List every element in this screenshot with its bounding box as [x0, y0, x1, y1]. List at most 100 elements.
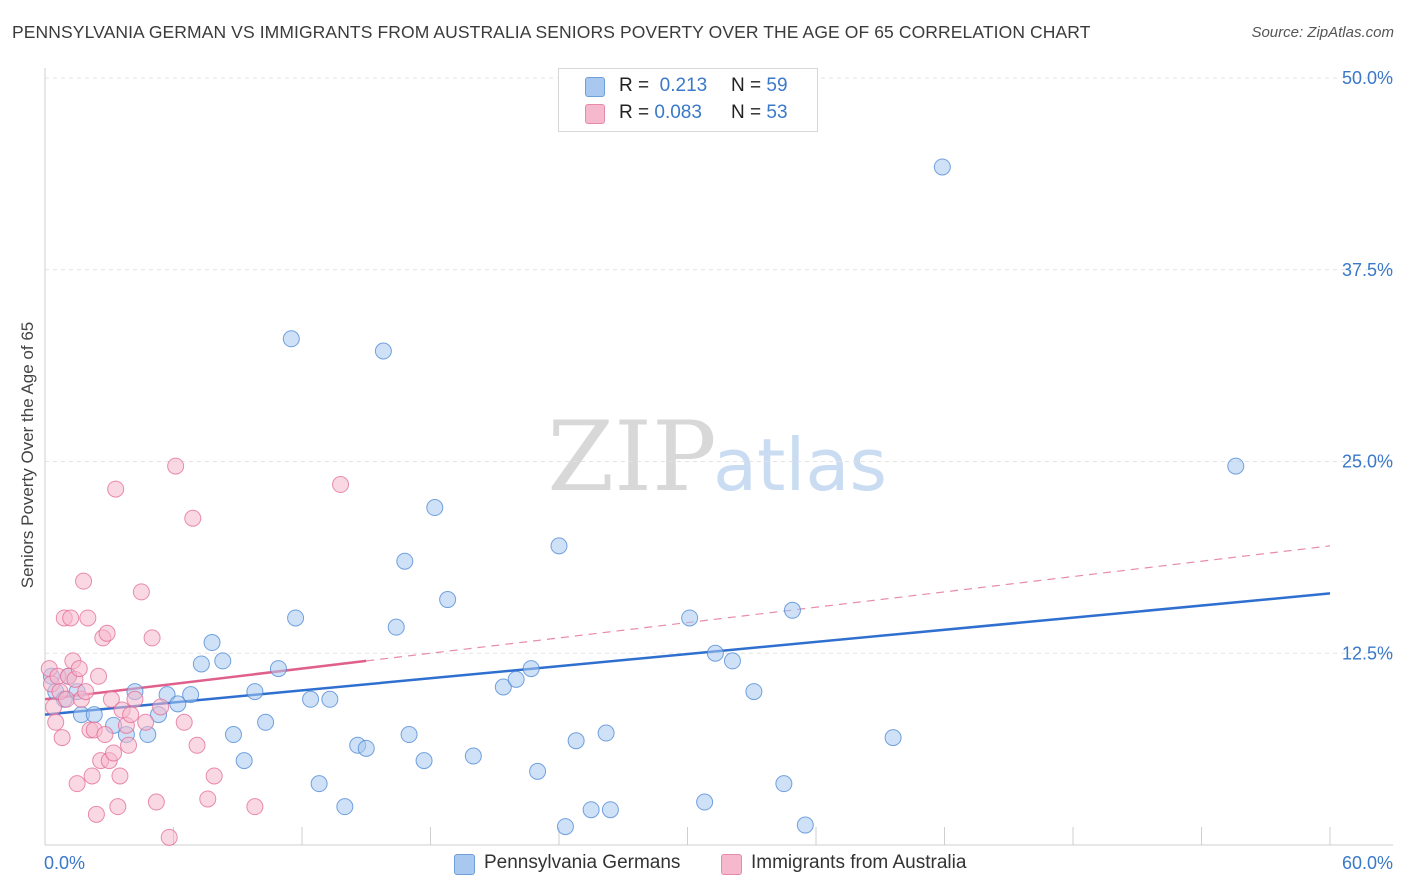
data-point-series-1 — [884, 729, 902, 747]
data-point-series-1 — [745, 683, 763, 701]
data-point-series-1 — [681, 609, 699, 627]
data-point-series-1 — [556, 818, 574, 836]
legend-swatch-blue — [454, 854, 475, 875]
n-value-2: 53 — [766, 102, 788, 123]
data-point-series-2 — [111, 767, 129, 785]
data-point-series-1 — [582, 801, 600, 819]
data-point-series-2 — [75, 572, 93, 590]
data-point-series-2 — [175, 713, 193, 731]
data-point-series-1 — [182, 686, 200, 704]
data-point-series-2 — [152, 698, 170, 716]
data-point-series-2 — [105, 744, 123, 762]
data-point-series-1 — [310, 775, 328, 793]
series-2-swatch — [585, 104, 605, 124]
data-point-series-1 — [357, 739, 375, 757]
data-point-series-1 — [257, 713, 275, 731]
data-point-series-1 — [302, 690, 320, 708]
data-point-series-2 — [184, 509, 202, 527]
data-point-series-1 — [374, 342, 392, 360]
data-point-series-1 — [706, 644, 724, 662]
r-value-1: 0.213 — [659, 75, 708, 96]
data-point-series-1 — [597, 724, 615, 742]
watermark-zip: ZIP — [547, 401, 716, 513]
data-point-series-1 — [387, 618, 405, 636]
series-1-swatch — [585, 77, 605, 97]
r-label-1: R = 0.213 — [619, 75, 708, 96]
data-point-series-1 — [214, 652, 232, 670]
data-point-series-2 — [102, 690, 120, 708]
data-point-series-1 — [723, 652, 741, 670]
data-point-series-2 — [83, 767, 101, 785]
data-point-series-2 — [53, 729, 71, 747]
data-point-series-2 — [147, 793, 165, 811]
y-tick-label: 50.0% — [1342, 68, 1393, 88]
data-point-series-2 — [79, 609, 97, 627]
data-point-series-2 — [57, 690, 75, 708]
data-point-series-2 — [62, 609, 80, 627]
data-point-series-1 — [282, 330, 300, 348]
data-point-series-2 — [188, 736, 206, 754]
data-point-series-2 — [87, 805, 105, 823]
data-point-series-1 — [235, 752, 253, 770]
legend-label-1: Pennsylvania Germans — [484, 852, 681, 873]
data-point-series-2 — [70, 660, 88, 678]
data-point-series-1 — [507, 670, 525, 688]
data-point-series-2 — [246, 798, 264, 816]
stats-legend: R = 0.213 N = 59 R = 0.083 N = 53 — [558, 68, 818, 132]
data-point-series-2 — [109, 798, 127, 816]
r-value-2: 0.083 — [654, 102, 702, 123]
data-point-series-1 — [933, 158, 951, 176]
data-point-series-1 — [169, 695, 187, 713]
data-point-series-1 — [400, 726, 418, 744]
x-tick-label-min: 0.0% — [44, 853, 85, 873]
data-point-series-2 — [68, 775, 86, 793]
data-point-series-2 — [205, 767, 223, 785]
data-point-series-1 — [796, 816, 814, 834]
data-point-series-1 — [567, 732, 585, 750]
data-point-series-1 — [426, 499, 444, 517]
data-point-series-2 — [143, 629, 161, 647]
data-point-series-1 — [396, 552, 414, 570]
data-point-series-1 — [336, 798, 354, 816]
data-point-series-1 — [224, 726, 242, 744]
data-point-series-1 — [1227, 457, 1245, 475]
data-point-series-2 — [90, 667, 108, 685]
data-point-series-2 — [98, 624, 116, 642]
data-point-series-1 — [321, 690, 339, 708]
data-point-series-1 — [287, 609, 305, 627]
y-tick-label: 25.0% — [1342, 452, 1393, 472]
data-point-series-2 — [167, 457, 185, 475]
data-point-series-1 — [246, 683, 264, 701]
data-point-series-1 — [529, 762, 547, 780]
chart-title: PENNSYLVANIA GERMAN VS IMMIGRANTS FROM A… — [12, 22, 1091, 42]
legend-label-2: Immigrants from Australia — [751, 852, 967, 873]
data-point-series-2 — [96, 726, 114, 744]
data-point-series-1 — [550, 537, 568, 555]
data-point-series-2 — [122, 706, 140, 724]
data-point-series-2 — [126, 690, 144, 708]
data-point-series-1 — [783, 601, 801, 619]
data-point-series-1 — [85, 706, 103, 724]
data-point-series-2 — [77, 683, 95, 701]
data-point-series-2 — [137, 713, 155, 731]
trend-line-series-2 — [44, 659, 367, 701]
data-point-series-2 — [107, 480, 125, 498]
data-point-series-2 — [47, 713, 65, 731]
data-point-series-1 — [522, 660, 540, 678]
y-tick-label: 37.5% — [1342, 260, 1393, 280]
data-point-series-1 — [464, 747, 482, 765]
watermark-atlas: atlas — [713, 423, 887, 507]
data-point-series-2 — [160, 828, 178, 846]
data-point-series-1 — [696, 793, 714, 811]
n-label-2: N = 53 — [731, 102, 788, 123]
data-point-series-2 — [120, 736, 138, 754]
data-point-series-2 — [199, 790, 217, 808]
data-point-series-2 — [332, 476, 350, 494]
n-value-1: 59 — [766, 75, 788, 96]
data-point-series-1 — [601, 801, 619, 819]
source-label: Source: ZipAtlas.com — [1251, 24, 1394, 41]
y-tick-label: 12.5% — [1342, 643, 1393, 663]
data-point-series-1 — [775, 775, 793, 793]
data-point-series-1 — [439, 591, 457, 609]
